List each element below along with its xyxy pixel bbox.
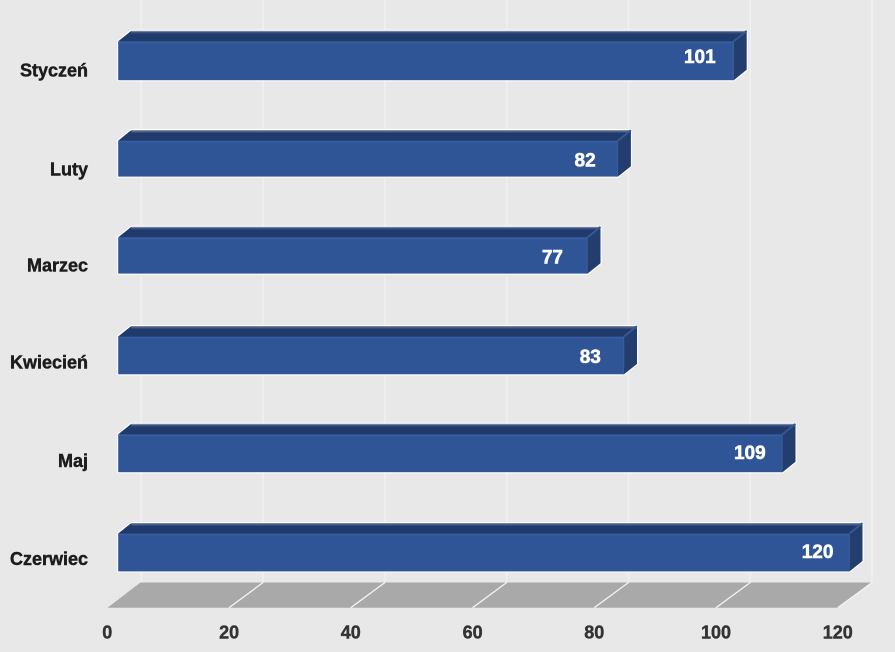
svg-text:Czerwiec: Czerwiec <box>10 549 88 569</box>
svg-text:83: 83 <box>580 347 601 368</box>
svg-text:Luty: Luty <box>50 159 88 179</box>
svg-text:109: 109 <box>734 443 766 464</box>
svg-text:77: 77 <box>542 247 563 268</box>
svg-text:40: 40 <box>341 623 361 643</box>
svg-text:120: 120 <box>802 542 834 563</box>
svg-text:80: 80 <box>584 623 604 643</box>
svg-text:101: 101 <box>684 47 716 68</box>
svg-text:Styczeń: Styczeń <box>20 61 88 81</box>
svg-text:120: 120 <box>823 623 853 643</box>
svg-text:60: 60 <box>463 623 483 643</box>
svg-text:0: 0 <box>102 623 112 643</box>
svg-text:100: 100 <box>701 623 731 643</box>
svg-text:Marzec: Marzec <box>27 255 88 275</box>
svg-text:Kwiecień: Kwiecień <box>10 353 88 373</box>
svg-text:Maj: Maj <box>58 451 88 471</box>
svg-text:20: 20 <box>219 623 239 643</box>
svg-text:82: 82 <box>575 151 596 172</box>
